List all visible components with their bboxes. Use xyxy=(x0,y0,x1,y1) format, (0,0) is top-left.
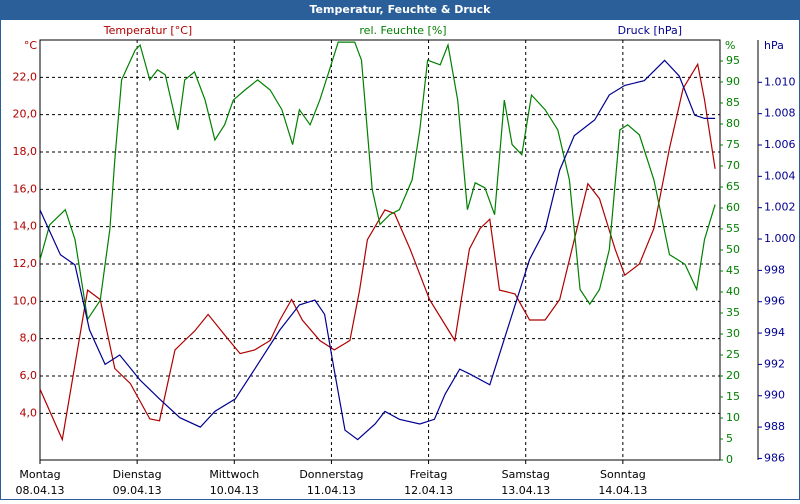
x-tick-date: 09.04.13 xyxy=(113,484,162,497)
legend-label: Temperatur [°C] xyxy=(103,24,192,37)
y2-tick-label: 990 xyxy=(764,389,785,402)
x-tick-label: Mittwoch xyxy=(209,468,259,481)
y-axis-label: °C xyxy=(24,39,38,52)
chart-title: Temperatur, Feuchte & Druck xyxy=(310,3,492,16)
y2-tick-label: 992 xyxy=(764,357,785,370)
y-tick-label: 12,0 xyxy=(13,257,38,270)
y2-tick-label: 998 xyxy=(764,263,785,276)
y2-tick-label: 994 xyxy=(764,326,785,339)
y-tick-label: 16,0 xyxy=(13,182,38,195)
y3-tick-label: 40 xyxy=(726,285,740,298)
y-tick-label: 20,0 xyxy=(13,108,38,121)
y3-tick-label: 45 xyxy=(726,264,740,277)
y2-tick-label: 1.002 xyxy=(764,201,796,214)
legend-label: Druck [hPa] xyxy=(618,24,682,37)
y-tick-label: 6,0 xyxy=(20,369,38,382)
legend-label: rel. Feuchte [%] xyxy=(359,24,446,37)
y-tick-label: 18,0 xyxy=(13,145,38,158)
y3-axis-label: % xyxy=(725,39,735,52)
y-tick-label: 4,0 xyxy=(20,406,38,419)
y2-tick-label: 996 xyxy=(764,295,785,308)
y3-tick-label: 55 xyxy=(726,222,740,235)
y2-tick-label: 1.000 xyxy=(764,232,796,245)
x-tick-date: 10.04.13 xyxy=(210,484,259,497)
y3-tick-label: 70 xyxy=(726,159,740,172)
y-tick-label: 14,0 xyxy=(13,220,38,233)
y2-axis-label: hPa xyxy=(764,39,784,52)
y3-tick-label: 25 xyxy=(726,348,740,361)
y3-tick-label: 85 xyxy=(726,96,740,109)
y3-tick-label: 30 xyxy=(726,327,740,340)
y3-tick-label: 60 xyxy=(726,201,740,214)
x-tick-label: Freitag xyxy=(410,468,448,481)
y3-tick-label: 5 xyxy=(726,432,733,445)
x-tick-date: 14.04.13 xyxy=(598,484,647,497)
x-tick-date: 11.04.13 xyxy=(307,484,356,497)
y3-tick-label: 90 xyxy=(726,75,740,88)
x-tick-date: 13.04.13 xyxy=(501,484,550,497)
x-tick-label: Donnerstag xyxy=(299,468,363,481)
x-tick-date: 08.04.13 xyxy=(16,484,65,497)
y2-tick-label: 1.004 xyxy=(764,169,796,182)
y3-tick-label: 65 xyxy=(726,180,740,193)
y2-tick-label: 1.010 xyxy=(764,75,796,88)
y3-tick-label: 50 xyxy=(726,243,740,256)
series-line xyxy=(39,41,716,321)
series-line xyxy=(39,59,716,441)
y3-tick-label: 95 xyxy=(726,54,740,67)
y2-tick-label: 988 xyxy=(764,420,785,433)
y3-tick-label: 15 xyxy=(726,390,740,403)
y3-tick-label: 0 xyxy=(726,453,733,466)
y3-tick-label: 20 xyxy=(726,369,740,382)
y3-tick-label: 10 xyxy=(726,411,740,424)
x-tick-date: 12.04.13 xyxy=(404,484,453,497)
y3-tick-label: 35 xyxy=(726,306,740,319)
y2-tick-label: 986 xyxy=(764,451,785,464)
x-tick-label: Dienstag xyxy=(113,468,162,481)
y3-tick-label: 75 xyxy=(726,138,740,151)
x-tick-label: Sonntag xyxy=(600,468,646,481)
y2-tick-label: 1.008 xyxy=(764,107,796,120)
series-line xyxy=(39,62,716,442)
y-tick-label: 10,0 xyxy=(13,294,38,307)
y-tick-label: 22,0 xyxy=(13,70,38,83)
x-tick-label: Samstag xyxy=(502,468,550,481)
title-bar xyxy=(0,0,800,20)
y-tick-label: 8,0 xyxy=(20,332,38,345)
x-tick-label: Montag xyxy=(19,468,60,481)
y2-tick-label: 1.006 xyxy=(764,138,796,151)
y3-tick-label: 80 xyxy=(726,117,740,130)
